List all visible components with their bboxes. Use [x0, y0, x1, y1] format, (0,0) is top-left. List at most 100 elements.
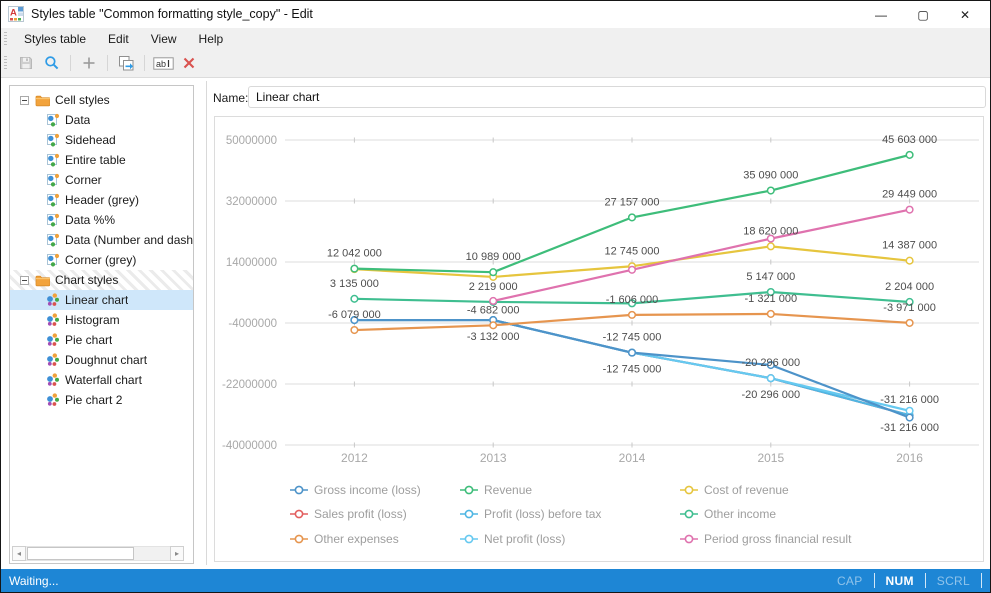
menu-view[interactable]: View: [150, 31, 177, 46]
svg-text:-40000000: -40000000: [222, 440, 277, 452]
tree-item-label: Corner (grey): [65, 253, 137, 267]
svg-text:2 204 000: 2 204 000: [885, 281, 934, 293]
tree-item-pie-chart[interactable]: Pie chart: [10, 330, 193, 350]
data-labels-net-profit-loss: -3 132 000 -12 745 000 -20 296 000 -31 216 …: [467, 331, 939, 434]
toolbar: ab: [1, 49, 990, 78]
tree-item-corner-grey[interactable]: Corner (grey): [10, 250, 193, 270]
svg-text:27 157 000: 27 157 000: [604, 196, 659, 208]
tree-item-data-number-and-dash[interactable]: Data (Number and dash: [10, 230, 193, 250]
legend-item-net-profit-loss: Net profit (loss): [460, 532, 565, 546]
collapse-toggle-icon[interactable]: [20, 95, 29, 105]
svg-text:35 090 000: 35 090 000: [743, 170, 798, 182]
svg-text:ab: ab: [156, 58, 166, 68]
svg-text:29 449 000: 29 449 000: [882, 189, 937, 201]
cell-style-icon: [46, 233, 60, 247]
legend-item-sales-profit-loss: Sales profit (loss): [290, 507, 407, 521]
tree-item-label: Pie chart: [65, 333, 113, 347]
svg-text:2012: 2012: [341, 451, 368, 465]
menu-bar: Styles table Edit View Help: [1, 28, 990, 49]
svg-text:5 147 000: 5 147 000: [746, 271, 795, 283]
svg-text:-12 745 000: -12 745 000: [603, 364, 662, 376]
save-button[interactable]: [13, 51, 39, 75]
chart-style-icon: [46, 293, 60, 307]
legend-item-other-income: Other income: [680, 507, 776, 521]
tree-item-pie-chart-2[interactable]: Pie chart 2: [10, 390, 193, 410]
menu-help[interactable]: Help: [198, 31, 224, 46]
search-button[interactable]: [39, 51, 65, 75]
tree-item-data[interactable]: Data %%: [10, 210, 193, 230]
duplicate-button[interactable]: [113, 51, 139, 75]
tree-item-waterfall-chart[interactable]: Waterfall chart: [10, 370, 193, 390]
indicator-num: NUM: [885, 573, 914, 588]
tree-item-label: Histogram: [65, 313, 120, 327]
style-name-input[interactable]: [248, 86, 986, 108]
svg-text:-6 079 000: -6 079 000: [328, 309, 381, 321]
tree-item-histogram[interactable]: Histogram: [10, 310, 193, 330]
tree-item-data[interactable]: Data: [10, 110, 193, 130]
rename-icon: ab: [152, 56, 174, 71]
cell-style-icon: [46, 213, 60, 227]
svg-text:2 219 000: 2 219 000: [469, 281, 518, 293]
cell-style-icon: [46, 193, 60, 207]
svg-text:-31 216 000: -31 216 000: [880, 394, 939, 406]
tree-item-label: Doughnut chart: [65, 353, 148, 367]
status-indicators: CAP NUM SCRL: [826, 573, 990, 588]
tree-item-label: Linear chart: [65, 293, 129, 307]
scroll-left-arrow[interactable]: ◂: [12, 546, 26, 561]
svg-text:-3 971 000: -3 971 000: [883, 302, 936, 314]
svg-text:Sales profit (loss): Sales profit (loss): [314, 507, 407, 521]
svg-text:Revenue: Revenue: [484, 483, 532, 497]
legend-item-other-expenses: Other expenses: [290, 532, 399, 546]
client-area: Cell styles Data Sidehead Entire table Corne…: [1, 78, 990, 569]
markers-other-expenses: [350, 309, 914, 335]
tree-item-linear-chart[interactable]: Linear chart: [10, 290, 193, 310]
svg-text:14000000: 14000000: [226, 257, 277, 269]
maximize-button[interactable]: ▢: [902, 1, 944, 28]
menu-edit[interactable]: Edit: [108, 31, 129, 46]
tree-item-header-grey[interactable]: Header (grey): [10, 190, 193, 210]
rename-button[interactable]: ab: [150, 51, 176, 75]
data-labels-revenue: 12 042 000 10 989 000 27 157 000 35 090 000…: [327, 134, 937, 263]
data-labels-other-expenses: -6 079 000 -4 682 000 -1 606 000 -1 321 000…: [328, 293, 936, 321]
tree-item-doughnut-chart[interactable]: Doughnut chart: [10, 350, 193, 370]
add-button[interactable]: [76, 51, 102, 75]
minimize-button[interactable]: —: [860, 1, 902, 28]
svg-text:Net profit (loss): Net profit (loss): [484, 532, 565, 546]
legend-item-revenue: Revenue: [460, 483, 532, 497]
data-labels-cost-of-revenue: 12 745 000 18 620 000 14 387 000: [604, 225, 937, 257]
data-labels-other-income: 3 135 000 2 219 000 5 147 000 2 204 000: [330, 271, 934, 293]
markers-revenue: [350, 150, 914, 277]
svg-text:18 620 000: 18 620 000: [743, 225, 798, 237]
toolbar-grip: [4, 56, 7, 70]
tree-item-label: Chart styles: [55, 273, 119, 287]
svg-text:2013: 2013: [480, 451, 507, 465]
scrollbar-track[interactable]: [26, 546, 170, 561]
svg-text:32000000: 32000000: [226, 196, 277, 208]
scrollbar-thumb[interactable]: [27, 547, 134, 560]
indicator-scrl: SCRL: [936, 573, 970, 588]
tree-hscrollbar[interactable]: ◂ ▸: [12, 546, 184, 561]
scroll-right-arrow[interactable]: ▸: [170, 546, 184, 561]
tree-item-sidehead[interactable]: Sidehead: [10, 130, 193, 150]
save-icon: [18, 55, 34, 71]
collapse-toggle-icon[interactable]: [20, 275, 29, 285]
tree-item-chart-styles[interactable]: Chart styles: [10, 270, 193, 290]
delete-button[interactable]: [176, 51, 202, 75]
svg-text:10 989 000: 10 989 000: [466, 251, 521, 263]
tree-item-label: Waterfall chart: [65, 373, 142, 387]
cell-style-icon: [46, 153, 60, 167]
tree-item-label: Entire table: [65, 153, 126, 167]
toolbar-separator: [107, 55, 108, 71]
chart-style-icon: [46, 373, 60, 387]
tree-item-entire-table[interactable]: Entire table: [10, 150, 193, 170]
menu-styles-table[interactable]: Styles table: [24, 31, 87, 46]
svg-text:-1 606 000: -1 606 000: [606, 294, 659, 306]
svg-text:Profit (loss) before tax: Profit (loss) before tax: [484, 507, 601, 521]
title-bar: A Styles table "Common formatting style_…: [1, 1, 990, 29]
tree-item-label: Pie chart 2: [65, 393, 123, 407]
tree-item-corner[interactable]: Corner: [10, 170, 193, 190]
tree-item-cell-styles[interactable]: Cell styles: [10, 90, 193, 110]
close-button[interactable]: ✕: [944, 1, 986, 28]
svg-text:-20 296 000: -20 296 000: [741, 357, 800, 369]
